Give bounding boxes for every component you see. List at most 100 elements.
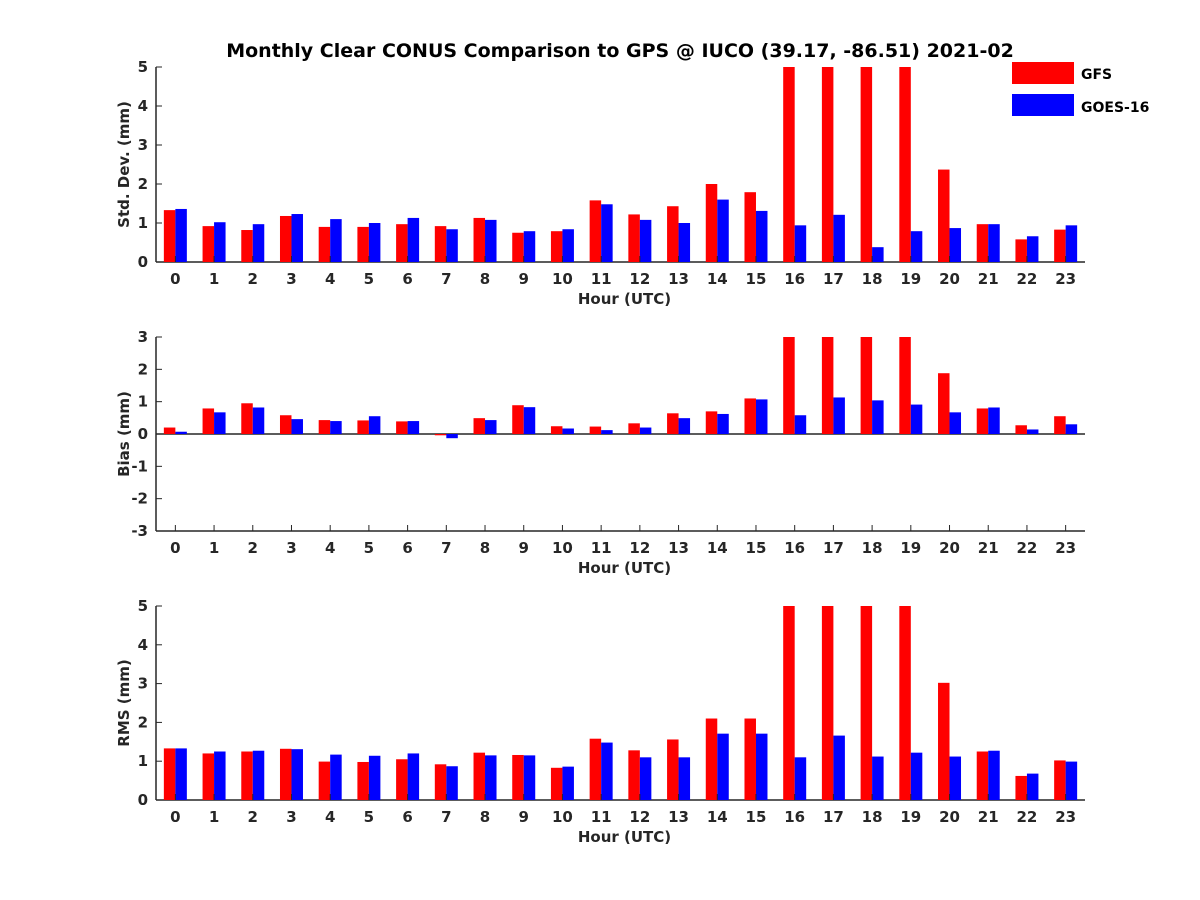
bias-bar-goes16	[252, 407, 265, 434]
bias-bar-gfs	[473, 418, 486, 434]
bias-bar-goes16	[755, 399, 768, 434]
std-dev-x-tick-label: 4	[325, 270, 335, 288]
rms-bar-gfs	[589, 738, 602, 800]
bias-bar-gfs	[705, 411, 718, 434]
bias-bar-goes16	[833, 397, 845, 434]
bias-bar-goes16	[794, 415, 807, 434]
bias-bar-gfs	[279, 415, 292, 434]
rms-x-tick-label: 19	[900, 808, 921, 826]
std-dev-bar-goes16	[485, 219, 497, 262]
rms-x-tick-label: 15	[746, 808, 767, 826]
rms-x-tick-label: 20	[939, 808, 960, 826]
rms-x-tick-label: 0	[170, 808, 180, 826]
bias-x-tick-label: 7	[441, 539, 451, 557]
rms-bar-goes16	[988, 750, 1000, 800]
bias-x-tick-label: 5	[364, 539, 374, 557]
bias-bar-gfs	[589, 426, 602, 434]
bias-bar-goes16	[562, 428, 574, 434]
rms-x-tick-label: 11	[591, 808, 612, 826]
std-dev-x-tick-label: 3	[286, 270, 296, 288]
rms-x-tick-label: 5	[364, 808, 374, 826]
rms-bar-gfs	[783, 606, 795, 800]
std-dev-bar-gfs	[705, 184, 718, 262]
std-dev-bar-gfs	[1015, 239, 1027, 262]
rms-bar-goes16	[601, 742, 613, 800]
rms-y-tick-label: 4	[138, 636, 148, 654]
std-dev-bar-gfs	[938, 169, 950, 262]
rms-x-tick-label: 10	[552, 808, 573, 826]
std-dev-bar-gfs	[821, 67, 834, 262]
std-dev-bar-goes16	[252, 224, 265, 262]
std-dev-bar-goes16	[1026, 236, 1039, 262]
rms-bar-goes16	[368, 755, 381, 800]
std-dev-bar-goes16	[988, 224, 1000, 262]
bias-bar-goes16	[639, 427, 652, 434]
bias-bar-goes16	[214, 412, 226, 434]
bias-y-tick-label: 0	[138, 425, 148, 443]
rms-bar-goes16	[949, 756, 962, 800]
rms-bar-goes16	[485, 755, 497, 800]
rms-bar-gfs	[318, 761, 331, 800]
bias-bar-goes16	[601, 430, 613, 434]
std-dev-bar-goes16	[214, 222, 226, 262]
bias-bar-goes16	[717, 413, 729, 434]
rms-bar-goes16	[175, 748, 187, 800]
std-dev-x-label: Hour (UTC)	[578, 290, 671, 308]
bias-bar-gfs	[241, 403, 253, 434]
bias-bar-goes16	[910, 404, 923, 434]
std-dev-bar-gfs	[512, 232, 524, 262]
std-dev-bar-goes16	[717, 199, 729, 262]
rms-x-tick-label: 12	[629, 808, 650, 826]
rms-y-tick-label: 0	[138, 791, 148, 809]
bias-y-tick-label: 1	[138, 393, 148, 411]
rms-x-tick-label: 23	[1055, 808, 1076, 826]
rms-bar-goes16	[562, 766, 574, 800]
std-dev-bar-gfs	[667, 206, 679, 262]
bias-x-tick-label: 11	[591, 539, 612, 557]
bias-bar-gfs	[396, 421, 408, 434]
bias-bar-gfs	[860, 337, 873, 434]
std-dev-x-tick-label: 5	[364, 270, 374, 288]
std-dev-bar-goes16	[523, 231, 536, 262]
bias-y-tick-label: 3	[138, 328, 148, 346]
std-dev-bar-goes16	[446, 229, 458, 262]
bias-x-tick-label: 15	[746, 539, 767, 557]
legend: GFS GOES-16	[1012, 62, 1149, 116]
rms-bar-goes16	[330, 754, 342, 800]
bias-x-tick-label: 22	[1017, 539, 1038, 557]
bias-bar-goes16	[175, 431, 187, 434]
bias-bar-gfs	[1015, 425, 1027, 434]
rms-x-label: Hour (UTC)	[578, 828, 671, 846]
std-dev-bar-gfs	[357, 226, 369, 262]
legend-swatch-gfs	[1012, 62, 1074, 84]
std-dev-bar-gfs	[241, 230, 253, 262]
bias-x-tick-label: 0	[170, 539, 180, 557]
rms-y-label: RMS (mm)	[115, 659, 133, 746]
std-dev-x-tick-label: 10	[552, 270, 573, 288]
rms-bar-goes16	[794, 757, 807, 800]
rms-x-tick-label: 6	[402, 808, 412, 826]
bias-bar-goes16	[485, 420, 497, 434]
std-dev-y-tick-label: 2	[138, 175, 148, 193]
rms-bar-goes16	[872, 756, 884, 800]
std-dev-bar-gfs	[550, 231, 563, 262]
bias-bar-gfs	[938, 373, 950, 434]
bias-bar-gfs	[744, 398, 756, 434]
rms-bar-gfs	[434, 764, 447, 800]
rms-bar-goes16	[1065, 761, 1078, 800]
rms-bar-goes16	[214, 751, 226, 800]
legend-swatch-goes16	[1012, 94, 1074, 116]
rms-bar-gfs	[976, 751, 989, 800]
rms-x-tick-label: 8	[480, 808, 490, 826]
std-dev-bar-gfs	[473, 217, 486, 262]
std-dev-bar-goes16	[601, 204, 613, 262]
std-dev-bar-gfs	[976, 224, 989, 262]
bias-y-tick-label: -2	[131, 490, 148, 508]
rms-bar-gfs	[357, 761, 369, 800]
std-dev-bar-gfs	[163, 210, 176, 262]
bias-bar-gfs	[318, 420, 331, 434]
